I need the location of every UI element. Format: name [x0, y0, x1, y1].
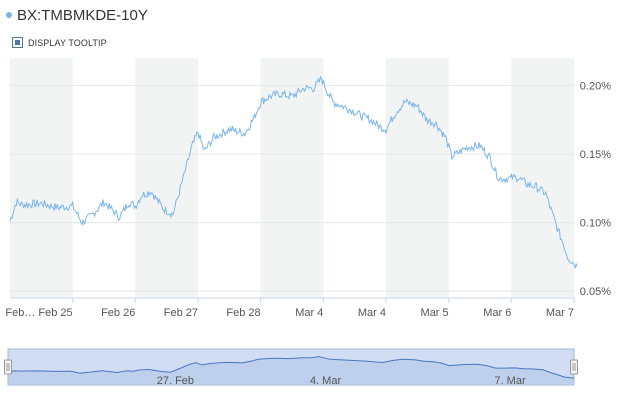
x-tick-label: Feb 28 [226, 307, 260, 319]
series-dot-icon [6, 12, 12, 18]
day-band [511, 58, 574, 298]
x-tick-label: Feb 26 [101, 307, 135, 319]
x-axis: Feb… Feb 25 Feb 26 Feb 27 Feb 28 Mar 4 Mar 4 M… [5, 297, 575, 319]
navigator-label: 7. Mar [494, 375, 526, 387]
navigator-label: 4. Mar [310, 375, 342, 387]
x-tick-label: Mar 6 [483, 307, 511, 319]
display-tooltip-toggle[interactable]: DISPLAY TOOLTIP [12, 37, 107, 48]
navigator-handle[interactable] [570, 359, 578, 375]
navigator-area [8, 356, 574, 385]
y-axis: 0.05% 0.10% 0.15% 0.20% [580, 80, 611, 298]
navigator-handle[interactable] [4, 359, 12, 375]
x-tick-label: Feb 27 [164, 307, 198, 319]
y-tick-label: 0.15% [580, 149, 611, 161]
grid-lines [10, 84, 574, 292]
x-tick-label: Mar 5 [421, 307, 449, 319]
y-tick-label: 0.20% [580, 80, 611, 92]
chart-title: BX:TMBMKDE-10Y [17, 6, 148, 24]
x-tick-label: Mar 4 [295, 307, 323, 319]
y-tick-label: 0.10% [580, 218, 611, 230]
y-tick-label: 0.05% [580, 286, 611, 298]
x-tick-label: Mar 4 [358, 307, 386, 319]
chart-title-row: BX:TMBMKDE-10Y [6, 5, 148, 25]
day-band [135, 58, 198, 298]
navigator-series-line [7, 356, 575, 379]
day-band [10, 58, 73, 298]
x-tick-label: Feb… Feb 25 [5, 307, 72, 319]
navigator-label: 27. Feb [157, 375, 194, 387]
day-bands [10, 58, 574, 298]
x-tick-label: Mar 7 [546, 307, 574, 319]
series-line [9, 75, 578, 270]
navigator[interactable]: 27. Feb 4. Mar 7. Mar [4, 348, 578, 387]
checkbox-icon[interactable] [12, 37, 23, 48]
display-tooltip-label: DISPLAY TOOLTIP [28, 37, 107, 48]
day-band [386, 58, 449, 298]
